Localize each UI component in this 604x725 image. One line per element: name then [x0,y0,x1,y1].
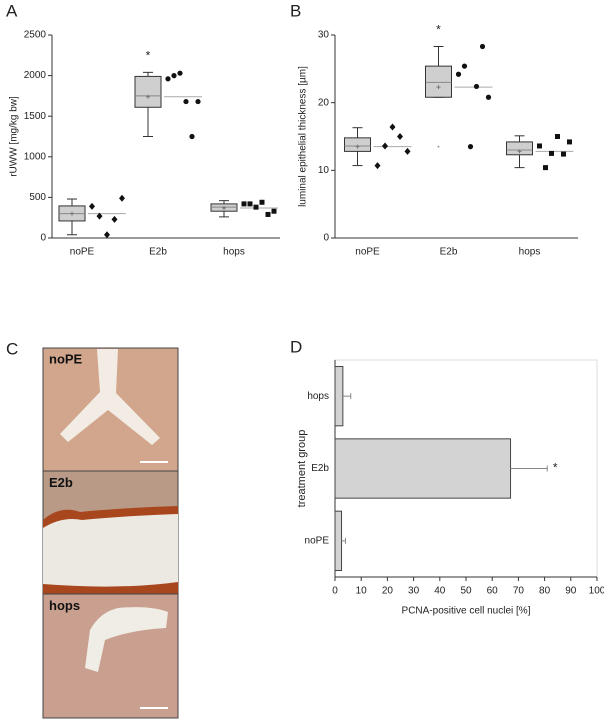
significance-mark: * [436,23,441,37]
mean-marker [146,94,150,99]
panel-letter: A [6,1,18,20]
x-tick-label: E2b [440,247,458,258]
x-tick-label: 60 [487,586,499,597]
x-tick-label: 10 [356,586,368,597]
data-point [96,212,103,220]
bar [334,438,512,499]
y-axis-label: luminal epithelial thickness [µm] [298,66,309,207]
x-tick-label: hops [519,247,541,258]
data-point [543,165,548,171]
data-point [89,202,95,210]
y-tick-label: 1000 [24,151,47,162]
micrograph-label: E2b [49,475,73,490]
y-axis-label: rUWW [mg/kg bw] [9,96,20,177]
mean-marker [436,85,441,90]
data-point [537,143,542,149]
y-tick-label: 10 [318,165,330,176]
data-point [271,208,277,214]
box [344,137,371,152]
data-point [265,211,271,217]
data-point [177,70,183,76]
x-tick-label: noPE [355,247,380,258]
y-tick-label: 2500 [24,30,47,41]
x-tick-label: 80 [539,586,551,597]
data-point [455,71,462,77]
x-tick-label: 40 [434,586,446,597]
data-point [253,204,259,210]
y-tick-label: 500 [29,192,46,203]
data-point [549,150,554,156]
data-point [183,98,189,105]
y-axis-label: treatment group [296,430,308,508]
y-tick-label: hops [307,391,329,402]
significance-mark: * [553,461,558,475]
x-tick-label: hops [223,247,245,258]
outlier [437,145,440,148]
data-point [389,123,396,131]
mean-marker [70,211,74,216]
data-point [247,201,253,207]
data-point [259,199,265,205]
mean-marker [222,205,226,210]
x-tick-label: 70 [513,586,525,597]
y-tick-label: 2000 [24,70,47,81]
y-tick-label: 0 [323,233,329,244]
micrograph-panel [42,347,179,719]
y-tick-label: 0 [40,233,46,244]
box [425,65,452,98]
data-point [473,83,480,90]
panel-letter: D [290,337,302,356]
bar [334,366,344,427]
data-point [461,63,468,69]
data-point [374,162,381,170]
data-point [119,194,125,202]
data-point [165,76,171,82]
data-point [189,133,195,140]
panel-letter: B [290,1,301,20]
x-axis-label: PCNA-positive cell nuclei [%] [402,606,531,617]
box [134,75,162,108]
data-point [404,147,411,155]
panel-letter: C [6,339,18,358]
data-point [111,215,118,223]
data-point [171,73,177,79]
x-tick-label: 50 [460,586,472,597]
x-tick-label: 100 [589,586,604,597]
x-tick-label: 0 [332,586,338,597]
data-point [485,94,492,100]
y-tick-label: E2b [311,463,329,474]
y-tick-label: 1500 [24,111,47,122]
x-tick-label: 90 [565,586,577,597]
data-point [104,231,110,239]
data-point [479,43,486,50]
x-tick-label: E2b [149,247,167,258]
data-point [195,98,201,105]
data-point [382,142,388,150]
lumen [60,349,160,445]
lumen [43,514,178,587]
data-point [397,133,403,140]
y-tick-label: 30 [318,30,330,41]
x-tick-label: 30 [408,586,420,597]
data-point [561,151,566,157]
data-point [567,139,572,145]
x-tick-label: noPE [70,247,95,258]
micrograph-label: noPE [49,351,83,366]
box [506,141,533,156]
lumen [85,607,168,672]
significance-mark: * [146,49,151,63]
bar [334,510,343,571]
mean-marker [355,144,360,149]
data-point [241,201,247,207]
data-point [555,134,560,139]
micrograph-label: hops [49,598,80,613]
mean-marker [517,149,522,154]
x-tick-label: 20 [382,586,394,597]
y-tick-label: noPE [305,535,330,546]
y-tick-label: 20 [318,97,330,108]
data-point [467,144,474,150]
